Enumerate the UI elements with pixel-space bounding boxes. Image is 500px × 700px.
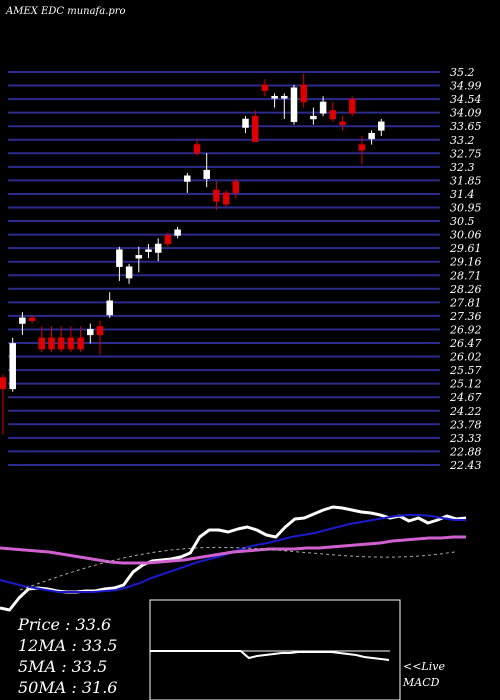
y-axis-labels: 35.234.9934.5434.0933.6533.232.7532.331.… bbox=[449, 66, 482, 472]
candle-body bbox=[251, 115, 259, 142]
candle-body bbox=[125, 266, 133, 279]
candle-body bbox=[87, 328, 94, 336]
y-tick-label: 23.33 bbox=[449, 432, 482, 445]
candle-body bbox=[164, 235, 172, 245]
y-tick-label: 33.65 bbox=[450, 120, 482, 133]
candle-body bbox=[213, 189, 220, 202]
y-tick-label: 22.43 bbox=[449, 459, 482, 472]
y-tick-label: 35.2 bbox=[450, 66, 475, 79]
y-tick-label: 34.99 bbox=[450, 80, 482, 93]
ma_slow-line bbox=[0, 535, 466, 565]
y-tick-label: 26.47 bbox=[449, 337, 482, 350]
y-tick-label: 23.78 bbox=[449, 418, 482, 431]
price-grid bbox=[8, 71, 440, 466]
candle-body bbox=[329, 110, 337, 120]
y-tick-label: 24.22 bbox=[449, 405, 482, 418]
y-tick-label: 30.95 bbox=[450, 202, 482, 215]
candle-body bbox=[358, 144, 366, 151]
candle-body bbox=[28, 317, 36, 321]
y-tick-label: 24.67 bbox=[449, 391, 482, 404]
candle-body bbox=[174, 229, 181, 236]
candle-body bbox=[368, 132, 375, 140]
candle-body bbox=[184, 175, 191, 182]
indicator-panel bbox=[0, 505, 467, 612]
chart-title: AMEX EDC munafa.pro bbox=[5, 6, 126, 17]
y-tick-label: 22.88 bbox=[449, 445, 482, 458]
candle-body bbox=[242, 118, 249, 128]
candle-body bbox=[154, 243, 162, 253]
candle-body bbox=[193, 144, 201, 154]
y-tick-label: 27.81 bbox=[449, 296, 482, 309]
candle-body bbox=[310, 115, 317, 120]
candle-body bbox=[203, 169, 210, 179]
candle-body bbox=[290, 87, 298, 123]
candle-body bbox=[48, 337, 55, 350]
y-tick-label: 29.61 bbox=[449, 242, 482, 255]
y-tick-label: 26.02 bbox=[449, 351, 482, 364]
y-tick-label: 33.2 bbox=[450, 134, 475, 147]
y-tick-label: 34.09 bbox=[450, 107, 482, 120]
y-tick-label: 28.71 bbox=[449, 269, 482, 282]
candle-body bbox=[271, 96, 278, 99]
candle-body bbox=[232, 181, 240, 194]
candle-body bbox=[67, 337, 75, 350]
y-tick-label: 30.5 bbox=[450, 215, 475, 228]
price-readout: Price : 33.6 bbox=[17, 615, 111, 634]
macd-label-live: <<Live bbox=[403, 660, 445, 673]
candle-body bbox=[0, 377, 7, 390]
candle-body bbox=[339, 121, 346, 125]
candle-body bbox=[145, 249, 152, 252]
y-tick-label: 31.4 bbox=[450, 188, 475, 201]
candlesticks bbox=[0, 73, 385, 435]
y-tick-label: 30.06 bbox=[450, 229, 482, 242]
candle-body bbox=[300, 84, 307, 103]
candle-body bbox=[38, 337, 46, 350]
y-tick-label: 29.16 bbox=[449, 256, 482, 269]
macd-label-name: MACD bbox=[402, 676, 440, 689]
macd-line bbox=[150, 650, 390, 661]
ma50-readout: 50MA : 31.6 bbox=[18, 678, 117, 697]
y-tick-label: 32.3 bbox=[450, 161, 475, 174]
candle-body bbox=[222, 192, 230, 205]
candle-body bbox=[106, 300, 113, 316]
candle-body bbox=[378, 121, 385, 131]
y-tick-label: 32.75 bbox=[450, 147, 482, 160]
y-tick-label: 25.57 bbox=[449, 364, 482, 377]
candle-body bbox=[135, 255, 143, 259]
ma5-readout: 5MA : 33.5 bbox=[18, 657, 107, 676]
y-tick-label: 28.26 bbox=[449, 283, 482, 296]
y-tick-label: 26.92 bbox=[449, 323, 482, 336]
y-tick-label: 27.36 bbox=[449, 310, 482, 323]
trend-dashed-line bbox=[19, 546, 456, 591]
y-tick-label: 34.54 bbox=[450, 93, 482, 106]
candle-body bbox=[281, 96, 288, 99]
candle-body bbox=[261, 84, 269, 91]
candle-body bbox=[319, 101, 327, 114]
y-tick-label: 31.85 bbox=[450, 174, 482, 187]
candle-body bbox=[9, 343, 16, 390]
candle-body bbox=[57, 337, 65, 350]
candle-body bbox=[348, 98, 356, 114]
y-tick-label: 25.12 bbox=[449, 378, 482, 391]
candle-body bbox=[96, 326, 104, 336]
candle-body bbox=[19, 317, 26, 324]
candle-body bbox=[116, 249, 123, 267]
candle-body bbox=[77, 337, 84, 350]
ma12-readout: 12MA : 33.5 bbox=[18, 636, 117, 655]
macd-panel bbox=[150, 650, 390, 661]
